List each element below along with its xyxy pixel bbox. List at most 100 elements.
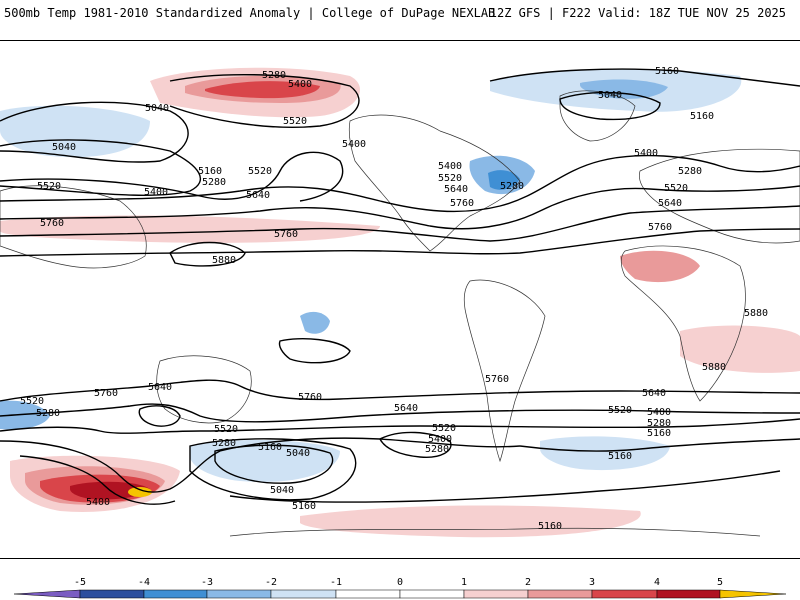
contour-label: 5040 — [270, 485, 294, 496]
contour-label: 5400 — [438, 161, 462, 172]
colorbar-tick-label: 5 — [717, 577, 723, 588]
anomaly-cold-greenland-core — [580, 79, 668, 99]
contour-label: 5040 — [598, 90, 622, 101]
anomaly-cold-west-edge — [0, 400, 50, 430]
anomaly-cold-east-us-core — [488, 170, 520, 190]
anomaly-cold-central-pacific — [300, 311, 330, 334]
contour-label: 5280 — [425, 444, 449, 455]
contour-line — [0, 437, 521, 493]
contour-label: 5760 — [40, 218, 64, 229]
coastline-africa — [620, 245, 746, 402]
contour-label: 5280 — [262, 70, 286, 81]
contour-label: 5760 — [450, 198, 474, 209]
anomaly-warm-subtropics — [0, 215, 380, 243]
contour-label: 5520 — [214, 424, 238, 435]
contour-label: 5520 — [438, 173, 462, 184]
contour-line — [0, 379, 800, 402]
colorbar-tick-label: -5 — [74, 577, 86, 588]
contour-label: 5640 — [148, 382, 172, 393]
colorbar-ticks: -5 -4 -3 -2 -1 0 1 2 3 4 5 — [74, 577, 723, 588]
contour-line — [0, 154, 800, 213]
contour-line — [0, 205, 800, 242]
contour-label: 5160 — [608, 451, 632, 462]
contour-line — [138, 405, 181, 427]
anomaly-cold-southern-ocean — [190, 439, 340, 482]
contour-label: 5520 — [283, 116, 307, 127]
colorbar-tick-label: 0 — [397, 577, 403, 588]
contour-label: 5160 — [258, 442, 282, 453]
contour-line — [214, 444, 334, 484]
anomaly-cold-north-pacific — [0, 105, 150, 158]
contour-label: 5160 — [647, 428, 671, 439]
contour-label: 5040 — [52, 142, 76, 153]
coastline-east-asia — [0, 185, 147, 269]
contour-label: 5040 — [286, 448, 310, 459]
anomaly-warm-arctic-peak — [205, 81, 320, 99]
map-title: 500mb Temp 1981-2010 Standardized Anomal… — [4, 6, 496, 20]
model-run-info: 12Z GFS | F222 Valid: 18Z TUE NOV 25 202… — [489, 6, 786, 20]
contour-label: 5640 — [658, 198, 682, 209]
anomaly-map: 5280 5400 5040 5520 5040 5160 5280 5520 … — [0, 41, 800, 558]
colorbar-swatch-zero-pos — [399, 589, 465, 599]
contour-label: 5400 — [428, 434, 452, 445]
contour-line — [278, 338, 351, 364]
map-panel: 5280 5400 5040 5520 5040 5160 5280 5520 … — [0, 40, 800, 559]
contour-label: 5520 — [37, 181, 61, 192]
contour-line — [229, 470, 781, 503]
contour-label: 5760 — [485, 374, 509, 385]
coastline-south-america — [463, 279, 546, 463]
colorbar-swatch-neg1 — [270, 589, 337, 599]
anomaly-cold-south-atlantic — [540, 436, 670, 471]
colorbar-tick-label: -3 — [201, 577, 213, 588]
contour-label: 5280 — [202, 177, 226, 188]
contour-line — [489, 68, 800, 87]
continent-outlines — [0, 90, 800, 537]
contour-label: 5160 — [690, 111, 714, 122]
contour-label: 5400 — [144, 187, 168, 198]
contour-line — [0, 101, 189, 163]
colorbar-tick-label: 4 — [654, 577, 660, 588]
anomaly-warm-south-pacific-peak — [128, 487, 152, 497]
contour-line — [0, 403, 800, 423]
contour-label: 5400 — [288, 79, 312, 90]
colorbar-swatch-pos4 — [656, 589, 721, 599]
contour-label: 5880 — [744, 308, 768, 319]
colorbar-swatches — [13, 589, 787, 599]
coastline-antarctica — [229, 527, 761, 537]
contour-label: 5520 — [248, 166, 272, 177]
coastline-greenland — [559, 90, 636, 142]
contour-label: 5280 — [36, 408, 60, 419]
colorbar-swatch-pos5 — [719, 589, 787, 599]
colorbar-swatch-neg3 — [143, 589, 208, 599]
contour-label: 5880 — [702, 362, 726, 373]
contour-label: 5040 — [145, 103, 169, 114]
colorbar-tick-label: -1 — [330, 577, 342, 588]
colorbar-swatch-pos2 — [527, 589, 593, 599]
colorbar-swatch-neg5 — [13, 589, 81, 599]
contour-line — [0, 185, 800, 230]
contour-label: 5640 — [444, 184, 468, 195]
contour-label: 5160 — [655, 66, 679, 77]
contour-label: 5520 — [664, 183, 688, 194]
contour-label: 5520 — [608, 405, 632, 416]
height-contours — [0, 68, 800, 505]
colorbar-tick-label: 3 — [589, 577, 595, 588]
contour-label: 5280 — [212, 438, 236, 449]
contour-label: 5400 — [342, 139, 366, 150]
coastline-north-america — [348, 114, 521, 252]
contour-label: 5400 — [86, 497, 110, 508]
contour-line — [0, 418, 800, 434]
colorbar-tick-label: 2 — [525, 577, 531, 588]
contour-line — [19, 455, 176, 505]
contour-labels: 5280 5400 5040 5520 5040 5160 5280 5520 … — [20, 66, 768, 532]
contour-line — [559, 91, 661, 121]
contour-label: 5400 — [634, 148, 658, 159]
contour-label: 5160 — [538, 521, 562, 532]
contour-line — [0, 151, 344, 202]
contour-line — [189, 438, 357, 501]
anomaly-warm-africa — [620, 250, 700, 283]
contour-line — [169, 73, 360, 128]
contour-line — [519, 438, 800, 452]
anomaly-warm-indian-ocean — [680, 325, 800, 373]
contour-label: 5160 — [198, 166, 222, 177]
